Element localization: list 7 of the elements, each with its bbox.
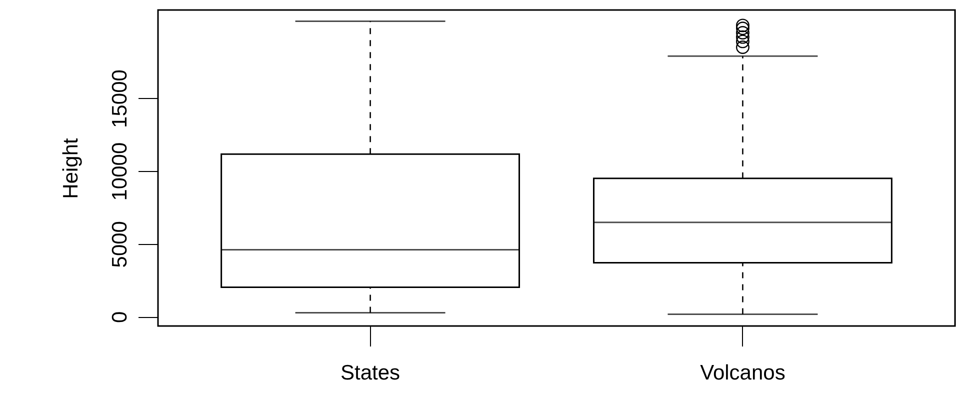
y-tick-label: 0 bbox=[108, 311, 132, 324]
y-tick-label: 5000 bbox=[108, 221, 132, 268]
x-tick-label: Volcanos bbox=[700, 362, 786, 384]
y-tick-label: 10000 bbox=[108, 142, 132, 201]
y-axis-title: Height bbox=[60, 138, 82, 199]
x-tick-label: States bbox=[340, 362, 400, 384]
y-tick-label: 15000 bbox=[108, 70, 132, 128]
